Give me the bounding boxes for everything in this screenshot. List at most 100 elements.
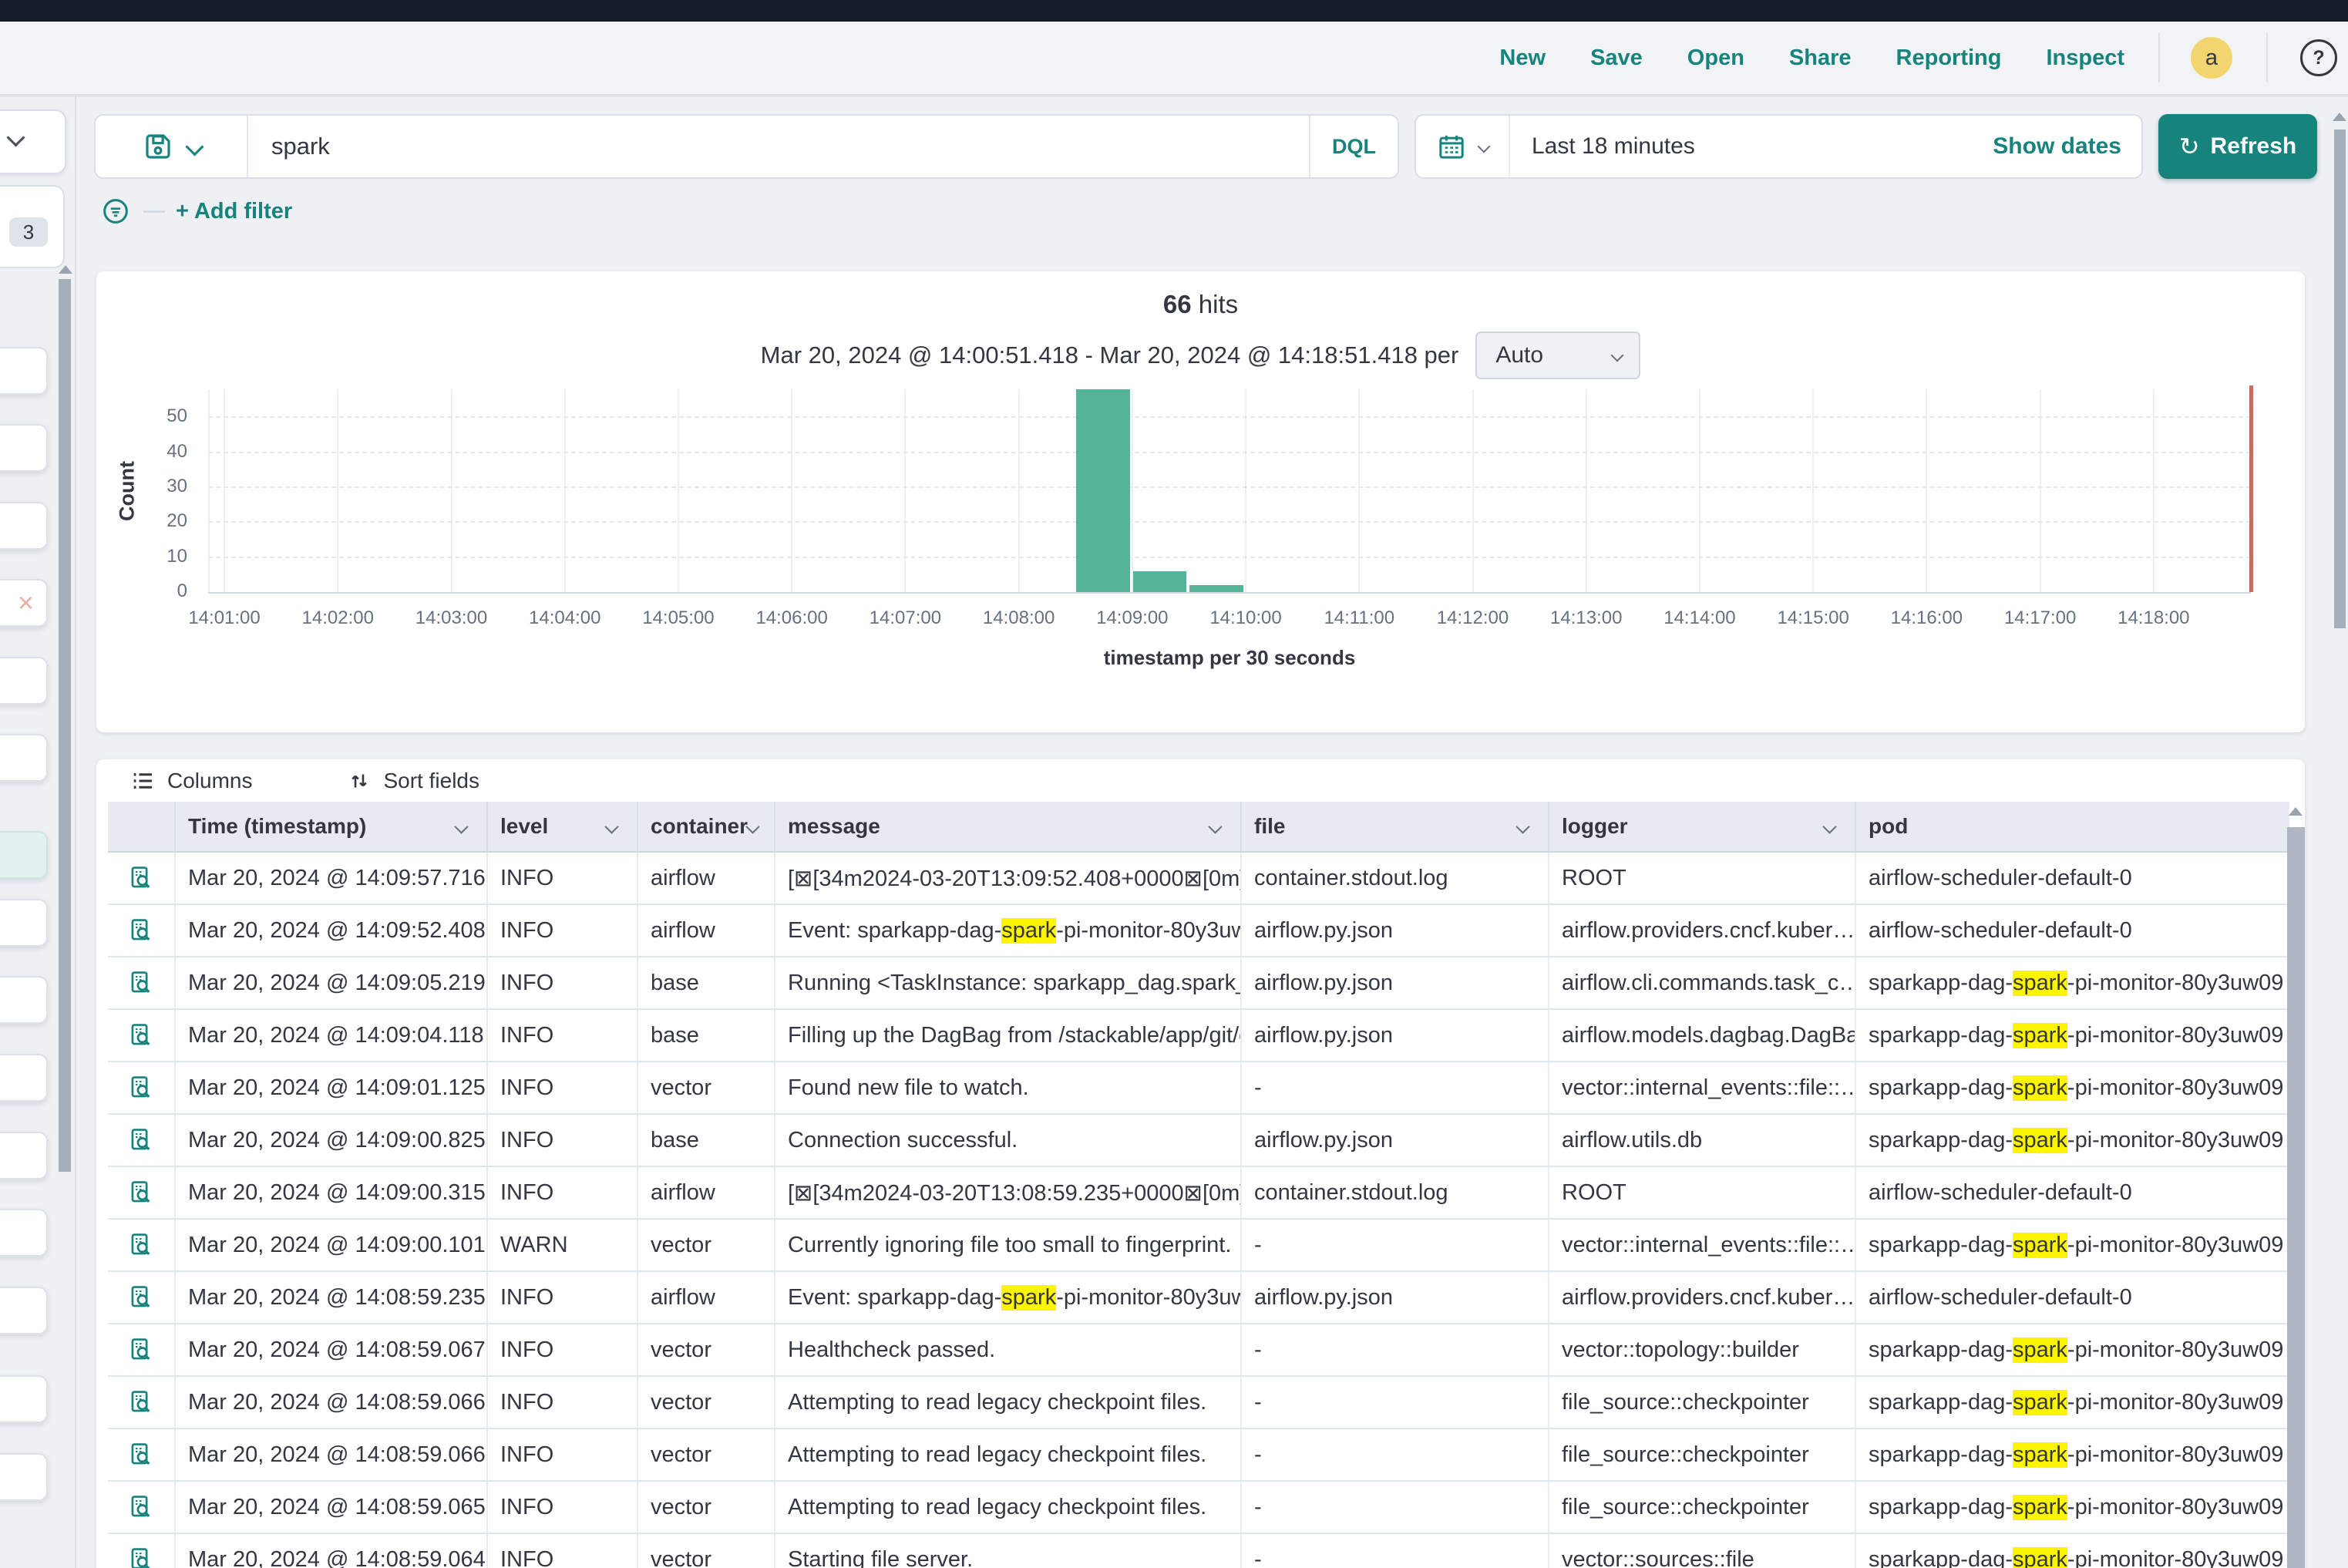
inspect-document-icon[interactable]	[126, 1282, 156, 1313]
field-card[interactable]	[0, 1287, 48, 1334]
page-scroll-up-icon[interactable]	[2333, 113, 2346, 121]
sidebar-scrollbar[interactable]	[59, 279, 71, 1172]
inspect-document-icon[interactable]	[126, 1020, 156, 1051]
nav-new[interactable]: New	[1499, 45, 1546, 71]
field-card[interactable]	[0, 502, 48, 550]
table-scroll-up-icon[interactable]	[2289, 807, 2303, 816]
sidebar-field-list: 3 ×	[0, 97, 76, 1568]
x-axis-tick-label: 14:10:00	[1184, 607, 1307, 629]
column-header-file[interactable]: file	[1242, 802, 1549, 851]
sidebar-scroll-up-icon[interactable]	[59, 265, 72, 274]
inspect-document-icon[interactable]	[126, 1439, 156, 1470]
inspect-document-icon[interactable]	[126, 1125, 156, 1156]
x-axis-line	[208, 592, 2251, 594]
cell-message: Healthcheck passed.	[775, 1324, 1242, 1375]
cell-time: Mar 20, 2024 @ 14:09:01.125	[176, 1062, 488, 1113]
cell-container: vector	[638, 1324, 775, 1375]
filter-icon[interactable]	[100, 196, 131, 227]
quick-select-menu-button[interactable]	[1416, 116, 1510, 177]
cell-logger: airflow.providers.cncf.kuber…	[1549, 1272, 1856, 1323]
nav-share[interactable]: Share	[1789, 45, 1852, 71]
chevron-down-icon[interactable]	[1208, 819, 1222, 833]
saved-query-menu-button[interactable]	[96, 116, 248, 177]
chevron-down-icon[interactable]	[604, 819, 618, 833]
table-row: Mar 20, 2024 @ 14:08:59.064 INFO vector …	[108, 1534, 2289, 1568]
cell-file: container.stdout.log	[1242, 1167, 1549, 1218]
search-term-highlight: spark	[2013, 1442, 2067, 1468]
field-card[interactable]	[0, 347, 48, 395]
column-header-level[interactable]: level	[488, 802, 638, 851]
calendar-icon	[1436, 131, 1467, 162]
histogram-bar[interactable]	[1076, 389, 1130, 592]
chevron-down-icon[interactable]	[454, 819, 468, 833]
sort-fields-button[interactable]: Sort fields	[383, 769, 479, 793]
nav-inspect[interactable]: Inspect	[2046, 45, 2124, 71]
cell-logger: airflow.models.dagbag.DagBag	[1549, 1010, 1856, 1061]
cell-time: Mar 20, 2024 @ 14:09:00.315	[176, 1167, 488, 1218]
avatar[interactable]: a	[2191, 37, 2232, 79]
field-card[interactable]	[0, 424, 48, 472]
search-term-highlight: spark	[2013, 1075, 2067, 1101]
histogram-bar[interactable]	[1189, 585, 1243, 592]
inspect-document-icon[interactable]	[126, 915, 156, 946]
grid-line-vertical	[1472, 389, 1474, 592]
chevron-down-icon[interactable]	[1822, 819, 1836, 833]
refresh-button[interactable]: ↻ Refresh	[2158, 114, 2317, 179]
cell-container: vector	[638, 1220, 775, 1270]
inspect-document-icon[interactable]	[126, 967, 156, 998]
field-card[interactable]: ×	[0, 579, 48, 627]
field-card[interactable]	[0, 976, 48, 1024]
cell-time: Mar 20, 2024 @ 14:09:52.408	[176, 905, 488, 956]
help-icon[interactable]: ?	[2300, 39, 2337, 76]
show-dates-button[interactable]: Show dates	[1993, 133, 2141, 160]
nav-reporting[interactable]: Reporting	[1896, 45, 2002, 71]
time-range-value[interactable]: Last 18 minutes	[1510, 133, 1993, 160]
field-card[interactable]	[0, 899, 48, 947]
grid-line-vertical	[1699, 389, 1700, 592]
sidebar-collapse-panel[interactable]	[0, 109, 66, 174]
grid-line-vertical	[208, 389, 210, 592]
column-header-container[interactable]: container	[638, 802, 775, 851]
column-header-message[interactable]: message	[775, 802, 1242, 851]
chevron-down-icon[interactable]	[745, 819, 759, 833]
cell-container: base	[638, 957, 775, 1008]
column-header-logger[interactable]: logger	[1549, 802, 1856, 851]
columns-button[interactable]: Columns	[167, 769, 252, 793]
search-term-highlight: spark	[2013, 1023, 2067, 1048]
field-card[interactable]	[0, 1453, 48, 1501]
field-card[interactable]	[0, 734, 48, 782]
histogram-bar[interactable]	[1133, 571, 1187, 592]
cell-time: Mar 20, 2024 @ 14:08:59.235	[176, 1272, 488, 1323]
nav-open[interactable]: Open	[1687, 45, 1744, 71]
column-header-time-timestamp-[interactable]: Time (timestamp)	[176, 802, 488, 851]
field-card[interactable]	[0, 1375, 48, 1423]
inspect-document-icon[interactable]	[126, 1492, 156, 1523]
cell-level: INFO	[488, 1062, 638, 1113]
column-header-pod[interactable]: pod	[1856, 802, 2289, 851]
page-scrollbar[interactable]	[2334, 130, 2346, 628]
query-language-button[interactable]: DQL	[1309, 116, 1398, 177]
inspect-document-icon[interactable]	[126, 1072, 156, 1103]
inspect-document-icon[interactable]	[126, 863, 156, 893]
table-row: Mar 20, 2024 @ 14:09:01.125 INFO vector …	[108, 1062, 2289, 1115]
field-card[interactable]	[0, 657, 48, 705]
expand-cell	[108, 853, 176, 903]
cell-logger: airflow.cli.commands.task_c…	[1549, 957, 1856, 1008]
inspect-document-icon[interactable]	[126, 1177, 156, 1208]
field-card[interactable]	[0, 1054, 48, 1102]
inspect-document-icon[interactable]	[126, 1387, 156, 1418]
field-card-selected[interactable]	[0, 831, 48, 879]
field-card[interactable]	[0, 1209, 48, 1257]
grid-line-horizontal	[208, 416, 2251, 418]
x-axis-tick-label: 14:01:00	[163, 607, 286, 629]
inspect-document-icon[interactable]	[126, 1230, 156, 1260]
query-input[interactable]	[248, 133, 1309, 160]
nav-save[interactable]: Save	[1590, 45, 1643, 71]
chevron-down-icon[interactable]	[1515, 819, 1529, 833]
add-filter-button[interactable]: + Add filter	[176, 199, 292, 224]
field-card[interactable]	[0, 1132, 48, 1179]
inspect-document-icon[interactable]	[126, 1334, 156, 1365]
cell-logger: airflow.utils.db	[1549, 1115, 1856, 1166]
inspect-document-icon[interactable]	[126, 1544, 156, 1568]
table-scrollbar[interactable]	[2287, 827, 2305, 1568]
